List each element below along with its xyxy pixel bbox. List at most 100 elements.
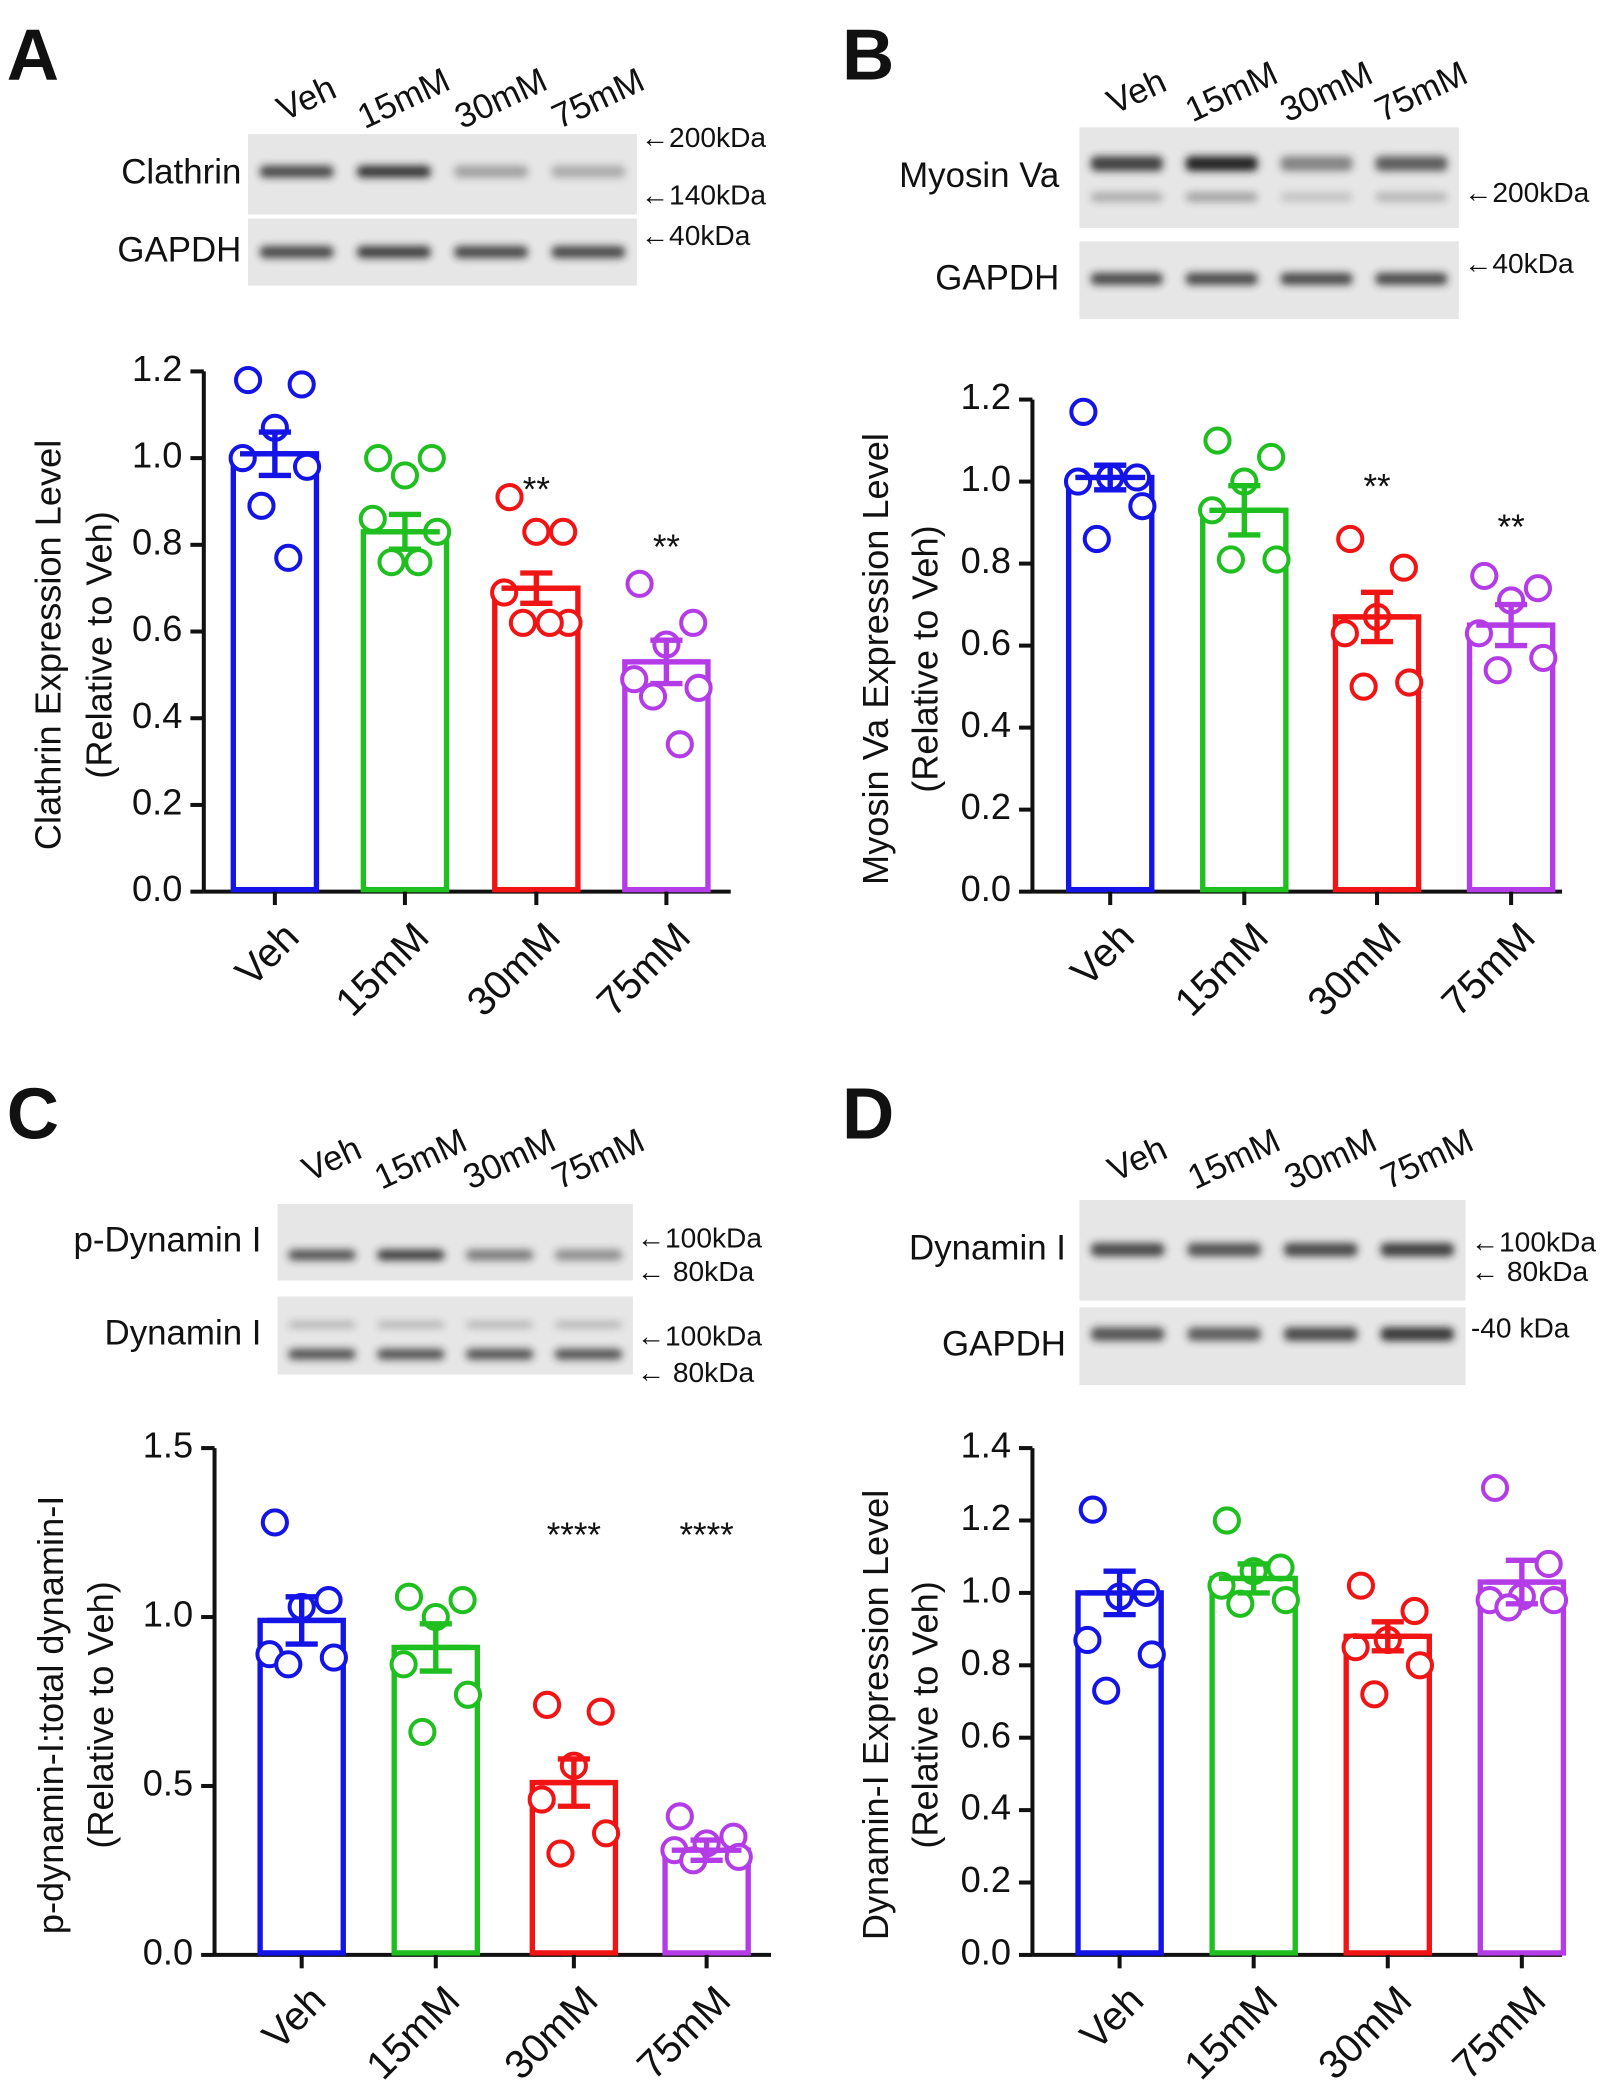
x-tick-label: 30mM (496, 1977, 607, 2088)
x-tick-label: 75mM (1444, 1977, 1555, 2088)
data-point (527, 1785, 556, 1814)
blot-band (259, 246, 334, 259)
error-bar (1209, 482, 1280, 538)
blot-band (1090, 192, 1163, 202)
x-tick-label: Veh (253, 1977, 334, 2058)
data-point (1262, 545, 1291, 574)
x-tick-label: Veh (1071, 1977, 1152, 2058)
data-point (1137, 1640, 1166, 1669)
error-bar (1352, 1619, 1423, 1654)
data-point (535, 608, 564, 637)
blot-band (1090, 1327, 1165, 1341)
data-point (1069, 397, 1098, 426)
error-bar (240, 429, 310, 479)
bar (1477, 1579, 1567, 1956)
significance: ** (1498, 508, 1526, 547)
data-point (665, 1802, 694, 1831)
y-axis-label: (Relative to Veh) (78, 511, 119, 779)
data-point (292, 452, 322, 481)
blot-row-label: Clathrin (121, 153, 241, 192)
x-tick-label: 15mM (1166, 914, 1277, 1025)
blot-band (454, 246, 529, 259)
data-point (1330, 619, 1359, 648)
blot-band (1185, 156, 1258, 171)
lane-label: 75mM (1375, 1121, 1479, 1197)
lane-label: 75mM (1369, 54, 1473, 130)
x-tick-label: 30mM (1310, 1977, 1421, 2088)
lane-label: Veh (1101, 61, 1172, 122)
data-point (1360, 1680, 1389, 1709)
y-tick-label: 1.0 (143, 1594, 193, 1635)
blot-band (551, 246, 626, 259)
x-tick-label: 15mM (1175, 1977, 1286, 2088)
y-tick-label: 1.2 (132, 348, 182, 389)
blot-band (1090, 1242, 1165, 1257)
panel-label: C (7, 1074, 59, 1155)
data-point (490, 578, 519, 607)
blot-band (1185, 272, 1258, 285)
blot-band (1284, 1327, 1358, 1341)
blot-band (1187, 1242, 1261, 1257)
data-point (364, 444, 393, 473)
lane-label: 15mM (1179, 54, 1283, 130)
blot-band (454, 165, 529, 178)
data-point (314, 1586, 343, 1615)
data-point (532, 1690, 562, 1719)
data-point (228, 444, 257, 473)
y-tick-label: 0.4 (961, 1787, 1011, 1828)
y-tick-label: 0.2 (132, 782, 182, 823)
error-bar (1342, 589, 1412, 645)
blot-image (277, 1204, 633, 1281)
y-tick-label: 1.0 (132, 435, 182, 476)
blot-band (377, 1321, 445, 1329)
bar (1209, 1575, 1298, 1956)
data-point (247, 491, 276, 520)
bar (1343, 1633, 1433, 1956)
data-point (508, 608, 538, 637)
data-point (1082, 524, 1111, 554)
x-tick-label: Veh (1062, 914, 1143, 995)
data-point (684, 673, 713, 702)
data-point (1400, 1596, 1429, 1626)
y-tick-label: 0.8 (961, 540, 1011, 581)
x-tick-label: 30mM (458, 914, 569, 1025)
data-point (274, 1650, 303, 1679)
data-point (665, 730, 694, 759)
size-marker: ←200kDa (1464, 177, 1589, 208)
size-marker: ← 80kDa (1471, 1256, 1589, 1287)
y-tick-label: 0.2 (961, 786, 1011, 827)
blot-band (465, 1321, 534, 1329)
error-bar (1084, 1568, 1155, 1618)
data-point (1271, 1586, 1300, 1615)
bar (1332, 614, 1422, 893)
size-marker: ←100kDa (637, 1321, 762, 1352)
y-tick-label: 1.2 (961, 1497, 1011, 1538)
blot-band (1284, 1242, 1358, 1257)
blot-band (1090, 156, 1163, 171)
data-point (1534, 1549, 1563, 1579)
x-tick-label: 75mM (588, 914, 699, 1025)
y-axis-label: Myosin Va Expression Level (855, 433, 896, 885)
x-tick-label: 75mM (628, 1977, 739, 2088)
data-point (1336, 524, 1365, 554)
data-point (1494, 1593, 1523, 1622)
data-point (495, 483, 524, 512)
lane-label: 30mM (449, 60, 553, 136)
significance: **** (679, 1516, 734, 1555)
y-tick-label: 0.0 (961, 868, 1011, 909)
x-tick-label: 75mM (1433, 914, 1544, 1025)
y-axis-label: (Relative to Veh) (80, 1581, 121, 1849)
y-tick-label: 1.2 (961, 376, 1011, 417)
blot-band (465, 1249, 534, 1261)
y-tick-label: 0.2 (961, 1859, 1011, 1900)
blot-image (1079, 1307, 1466, 1386)
data-point (1212, 1506, 1241, 1535)
data-point (1203, 426, 1232, 455)
data-point (404, 548, 433, 577)
lane-label: 75mM (546, 60, 650, 136)
size-marker: ←200kDa (641, 122, 766, 153)
data-point (620, 665, 649, 694)
error-bar (1476, 601, 1546, 649)
data-point (394, 1582, 424, 1611)
